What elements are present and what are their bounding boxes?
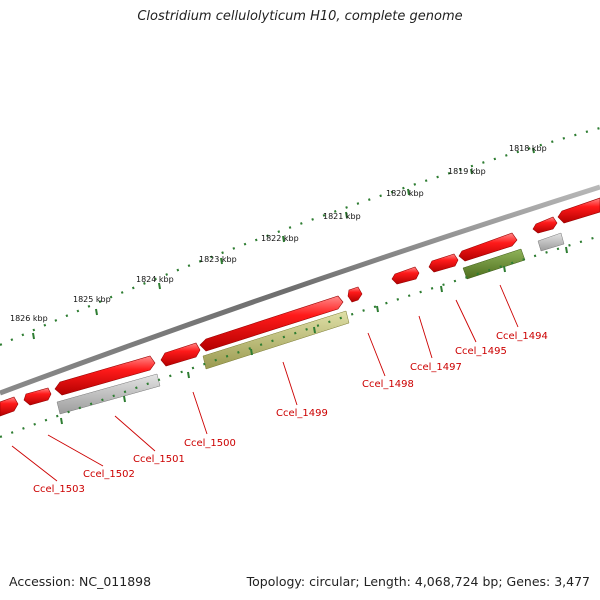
gene-arrow-forward[interactable] bbox=[23, 387, 52, 406]
gene-label: Ccel_1500 bbox=[184, 438, 236, 449]
inner-scale-dots bbox=[0, 234, 600, 439]
map-title: Clostridium cellulolyticum H10, complete… bbox=[137, 9, 463, 24]
gene-arrow-forward[interactable] bbox=[0, 396, 19, 417]
kbp-label: 1824 kbp bbox=[136, 275, 174, 284]
gene-label: Ccel_1499 bbox=[276, 408, 328, 419]
kbp-label: 1821 kbp bbox=[323, 212, 361, 221]
accession-text: Accession: NC_011898 bbox=[9, 574, 152, 589]
inner-scale-ticks bbox=[60, 246, 568, 425]
kbp-major-ticks bbox=[32, 147, 535, 340]
gene-label: Ccel_1495 bbox=[455, 346, 507, 357]
gene-label: Ccel_1502 bbox=[83, 469, 135, 480]
gene-label: Ccel_1497 bbox=[410, 362, 462, 373]
gene-bar-reverse-gray[interactable] bbox=[56, 373, 161, 415]
kbp-label: 1822 kbp bbox=[261, 234, 299, 243]
kbp-label: 1819 kbp bbox=[448, 167, 486, 176]
gene-arrow-forward[interactable] bbox=[391, 266, 420, 285]
kbp-label: 1826 kbp bbox=[10, 314, 48, 323]
kbp-label: 1823 kbp bbox=[199, 255, 237, 264]
gene-arrow-forward[interactable] bbox=[347, 286, 363, 303]
gene-label: Ccel_1503 bbox=[33, 484, 85, 495]
gene-bar-reverse-green[interactable] bbox=[462, 248, 526, 280]
gene-label-leaders bbox=[11, 284, 519, 482]
gene-arrow-forward[interactable] bbox=[532, 216, 558, 234]
gene-bar-reverse-gray[interactable] bbox=[537, 232, 565, 252]
gene-arrow-forward[interactable] bbox=[557, 197, 600, 224]
forward-strand-genes bbox=[0, 197, 600, 417]
gene-arrow-forward[interactable] bbox=[160, 342, 201, 367]
reverse-strand-genes bbox=[56, 232, 565, 415]
kbp-label: 1818 kbp bbox=[509, 144, 547, 153]
gene-label: Ccel_1494 bbox=[496, 331, 548, 342]
genome-stats-text: Topology: circular; Length: 4,068,724 bp… bbox=[246, 574, 590, 589]
gene-arrow-forward[interactable] bbox=[54, 355, 156, 396]
gene-arrow-forward[interactable] bbox=[199, 295, 344, 352]
gene-arrow-forward[interactable] bbox=[428, 253, 459, 273]
gene-label: Ccel_1501 bbox=[133, 454, 185, 465]
gene-label: Ccel_1498 bbox=[362, 379, 414, 390]
genome-backbone bbox=[0, 184, 600, 396]
kbp-label: 1825 kbp bbox=[73, 295, 111, 304]
kbp-label: 1820 kbp bbox=[386, 189, 424, 198]
gene-arrow-forward[interactable] bbox=[458, 232, 518, 262]
